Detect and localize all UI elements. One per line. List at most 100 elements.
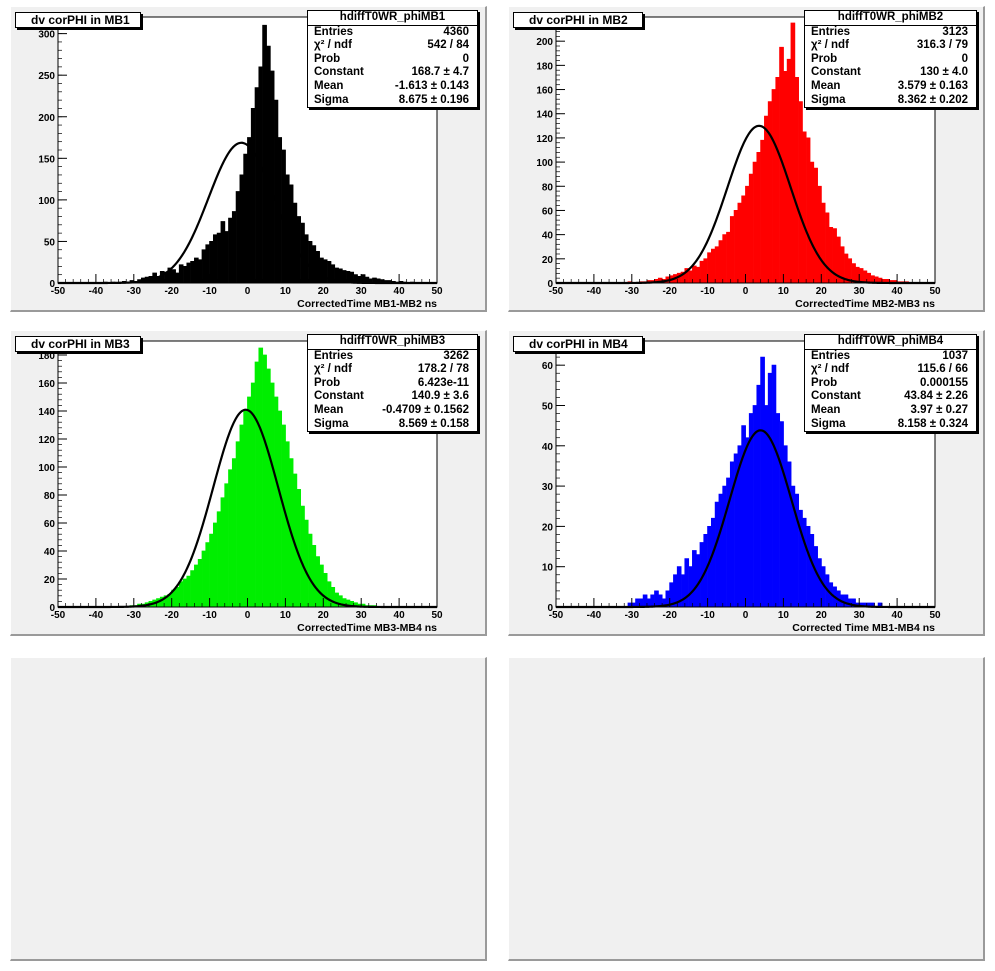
histogram-bin [213, 523, 218, 607]
histogram-bin [802, 131, 807, 283]
histogram-bin [311, 245, 317, 283]
y-tick-label: 40 [542, 442, 554, 453]
y-tick-label: 0 [49, 279, 55, 290]
x-tick-label: 40 [892, 610, 904, 621]
stats-label: Sigma [314, 417, 349, 430]
histogram-bin [209, 534, 214, 607]
histogram-bin [794, 77, 799, 283]
y-tick-label: 100 [38, 463, 55, 474]
stats-row: χ² / ndf 115.6 / 66 [805, 363, 976, 377]
histogram-bin [828, 227, 833, 283]
histogram-bin [164, 272, 169, 283]
x-tick-label: -30 [127, 286, 142, 297]
histogram-bin [753, 405, 758, 607]
stats-label: Mean [314, 403, 344, 416]
histogram-bin [779, 47, 784, 284]
histogram-bin [228, 218, 233, 283]
stats-row: Constant 43.84 ± 2.26 [805, 390, 976, 404]
histogram-bin [361, 604, 366, 607]
histogram-bin [855, 267, 860, 283]
histogram-bin [270, 383, 275, 607]
histogram-bin [281, 150, 286, 283]
histogram-bin [175, 273, 180, 283]
stats-value: 178.2 / 78 [417, 363, 469, 376]
histogram-bin [817, 186, 822, 283]
histogram-pad-mb2: -50 -40 -30 -20 -10 0 10 20 30 40 50 0 20 40 60 80 100 12… [508, 6, 985, 312]
histogram-bin [787, 461, 792, 607]
x-tick-label: 20 [318, 610, 330, 621]
x-axis-label: CorrectedTime MB3-MB4 ns [297, 622, 437, 634]
histogram-bin [311, 545, 317, 607]
stats-row: Entries 3262 [308, 350, 477, 364]
histogram-bin [741, 195, 746, 283]
y-tick-label: 180 [38, 351, 55, 362]
histogram-bin [806, 526, 811, 607]
histogram-bin [292, 474, 298, 607]
histogram-outline [58, 24, 437, 284]
histogram-bin [327, 581, 332, 607]
stats-row: Prob 6.423e-11 [308, 377, 477, 391]
histogram-bin [364, 277, 370, 283]
histogram-bin [741, 425, 746, 607]
histogram-bin [665, 590, 670, 607]
histogram-bin [866, 602, 871, 607]
stats-label: Prob [314, 52, 341, 65]
histogram-bin [387, 280, 392, 283]
histogram-bin [658, 278, 663, 283]
stats-label: Entries [314, 349, 353, 362]
y-tick-label: 60 [542, 206, 554, 217]
x-tick-label: -40 [587, 286, 602, 297]
histogram-bin [734, 453, 739, 607]
stats-value: 316.3 / 79 [916, 39, 968, 52]
histogram-bin [817, 558, 822, 607]
histogram-bin [662, 598, 667, 607]
histogram-bin [156, 276, 161, 283]
y-tick-label: 180 [536, 61, 553, 72]
y-tick-label: 0 [547, 279, 553, 290]
histogram-bin [274, 100, 279, 283]
stats-row: Mean -1.613 ± 0.143 [308, 80, 477, 94]
y-tick-label: 0 [49, 603, 55, 614]
histogram-bin [809, 162, 815, 283]
x-tick-label: -30 [625, 610, 640, 621]
histogram-bin [783, 71, 788, 283]
histogram-bin [711, 249, 716, 283]
y-tick-label: 300 [38, 30, 55, 41]
histogram-bin [289, 184, 294, 283]
histogram-bin [700, 261, 705, 283]
x-tick-label: -10 [700, 286, 715, 297]
histogram-bin [737, 203, 743, 283]
x-tick-label: 10 [280, 610, 292, 621]
histogram-bin [862, 602, 868, 607]
x-tick-label: -50 [549, 610, 564, 621]
x-tick-label: 0 [245, 610, 251, 621]
histogram-bin [684, 558, 689, 607]
histogram-bin [635, 598, 640, 607]
histogram-bin [342, 598, 347, 607]
stats-row: Entries 3123 [805, 26, 976, 40]
stats-value: 0 [462, 52, 469, 65]
histogram-bin [726, 478, 731, 607]
histogram-bin [232, 458, 237, 607]
x-tick-label: 20 [318, 286, 330, 297]
histogram-bin [334, 593, 339, 607]
histogram-bin [768, 101, 773, 284]
histogram-bin [270, 71, 275, 283]
x-tick-label: -50 [51, 286, 66, 297]
histogram-bin [175, 587, 180, 607]
x-tick-label: -20 [164, 286, 179, 297]
x-tick-label: -10 [202, 286, 217, 297]
histogram-bin [745, 186, 750, 283]
histogram-bin [323, 573, 328, 607]
histogram-bin [357, 276, 362, 283]
histogram-bin [764, 405, 769, 607]
histogram-bin [255, 362, 260, 607]
histogram-bin [243, 411, 248, 607]
histogram-bin [274, 397, 279, 607]
histogram-bin [353, 602, 358, 607]
histogram-bin [315, 556, 320, 607]
x-tick-label: -50 [51, 610, 66, 621]
empty-pad-left [10, 657, 487, 961]
histogram-bin [681, 574, 686, 607]
histogram-bin [194, 565, 199, 607]
